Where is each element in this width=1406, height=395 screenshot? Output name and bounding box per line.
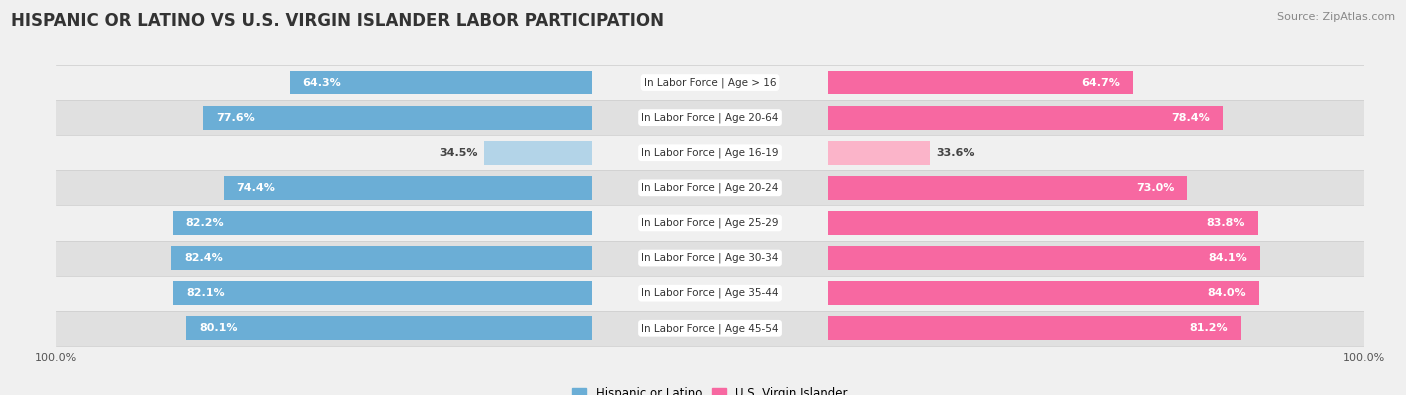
Bar (828, 316, 1241, 340)
Text: 80.1%: 80.1% (200, 323, 238, 333)
Bar (173, 281, 592, 305)
Text: 64.7%: 64.7% (1081, 77, 1121, 88)
Bar (187, 316, 592, 340)
Text: 78.4%: 78.4% (1171, 113, 1209, 122)
Text: 82.4%: 82.4% (184, 253, 224, 263)
Text: In Labor Force | Age > 16: In Labor Force | Age > 16 (644, 77, 776, 88)
Text: HISPANIC OR LATINO VS U.S. VIRGIN ISLANDER LABOR PARTICIPATION: HISPANIC OR LATINO VS U.S. VIRGIN ISLAND… (11, 12, 664, 30)
Legend: Hispanic or Latino, U.S. Virgin Islander: Hispanic or Latino, U.S. Virgin Islander (568, 382, 852, 395)
Bar (56, 205, 1364, 241)
Bar (56, 65, 1364, 100)
Bar (202, 106, 592, 130)
Text: In Labor Force | Age 20-24: In Labor Force | Age 20-24 (641, 182, 779, 193)
Bar (56, 311, 1364, 346)
Bar (828, 176, 1187, 200)
Text: In Labor Force | Age 25-29: In Labor Force | Age 25-29 (641, 218, 779, 228)
Bar (56, 276, 1364, 311)
Text: 82.2%: 82.2% (186, 218, 225, 228)
Bar (828, 141, 929, 165)
Text: 74.4%: 74.4% (236, 183, 276, 193)
Text: 84.1%: 84.1% (1208, 253, 1247, 263)
Bar (828, 106, 1223, 130)
Bar (828, 71, 1133, 94)
Bar (56, 170, 1364, 205)
Text: In Labor Force | Age 30-34: In Labor Force | Age 30-34 (641, 253, 779, 263)
Text: In Labor Force | Age 35-44: In Labor Force | Age 35-44 (641, 288, 779, 299)
Text: In Labor Force | Age 16-19: In Labor Force | Age 16-19 (641, 147, 779, 158)
Text: 82.1%: 82.1% (187, 288, 225, 298)
Bar (828, 211, 1258, 235)
Bar (172, 246, 592, 270)
Bar (290, 71, 592, 94)
Text: Source: ZipAtlas.com: Source: ZipAtlas.com (1277, 12, 1395, 22)
Text: 83.8%: 83.8% (1206, 218, 1244, 228)
Bar (56, 100, 1364, 135)
Text: 34.5%: 34.5% (440, 148, 478, 158)
Text: In Labor Force | Age 20-64: In Labor Force | Age 20-64 (641, 112, 779, 123)
Text: 77.6%: 77.6% (215, 113, 254, 122)
Text: 33.6%: 33.6% (936, 148, 974, 158)
Text: 73.0%: 73.0% (1136, 183, 1174, 193)
Text: 81.2%: 81.2% (1189, 323, 1227, 333)
Bar (828, 246, 1260, 270)
Text: In Labor Force | Age 45-54: In Labor Force | Age 45-54 (641, 323, 779, 333)
Bar (828, 281, 1260, 305)
Bar (485, 141, 592, 165)
Text: 84.0%: 84.0% (1208, 288, 1246, 298)
Bar (56, 241, 1364, 276)
Bar (224, 176, 592, 200)
Bar (173, 211, 592, 235)
Text: 64.3%: 64.3% (302, 77, 342, 88)
Bar (56, 135, 1364, 170)
